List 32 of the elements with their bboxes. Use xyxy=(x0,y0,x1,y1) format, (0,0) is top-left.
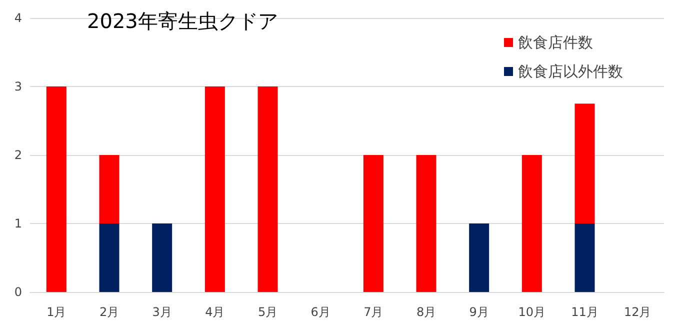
y-tick-label: 0 xyxy=(14,285,22,299)
y-tick-label: 3 xyxy=(14,80,22,94)
x-tick-label: 12月 xyxy=(624,305,652,319)
y-tick-label: 4 xyxy=(14,11,22,25)
x-tick-label: 10月 xyxy=(518,305,546,319)
x-tick-label: 5月 xyxy=(258,305,278,319)
bar xyxy=(574,224,595,292)
x-tick-label: 7月 xyxy=(364,305,384,319)
bar xyxy=(99,224,120,292)
legend-label: 飲食店以外件数 xyxy=(518,62,623,80)
x-tick-label: 11月 xyxy=(571,305,598,319)
x-tick-label: 6月 xyxy=(310,305,330,319)
x-tick-label: 9月 xyxy=(469,305,489,319)
bar xyxy=(469,224,490,292)
x-tick-label: 2月 xyxy=(99,305,120,319)
bar xyxy=(258,86,278,292)
chart-title: 2023年寄生虫クドア xyxy=(87,9,278,33)
bar xyxy=(416,155,436,292)
x-tick-label: 1月 xyxy=(46,305,66,319)
bar xyxy=(522,155,542,292)
bar xyxy=(363,155,384,292)
x-tick-label: 8月 xyxy=(416,305,436,319)
x-tick-label: 4月 xyxy=(205,305,225,319)
bar xyxy=(46,86,66,292)
bar xyxy=(204,86,225,292)
y-tick-label: 2 xyxy=(14,148,22,162)
bar xyxy=(152,224,172,292)
legend-label: 飲食店件数 xyxy=(518,34,593,52)
y-tick-label: 1 xyxy=(14,216,22,230)
bar xyxy=(574,104,595,224)
x-tick-label: 3月 xyxy=(152,305,172,319)
bar xyxy=(99,155,120,224)
